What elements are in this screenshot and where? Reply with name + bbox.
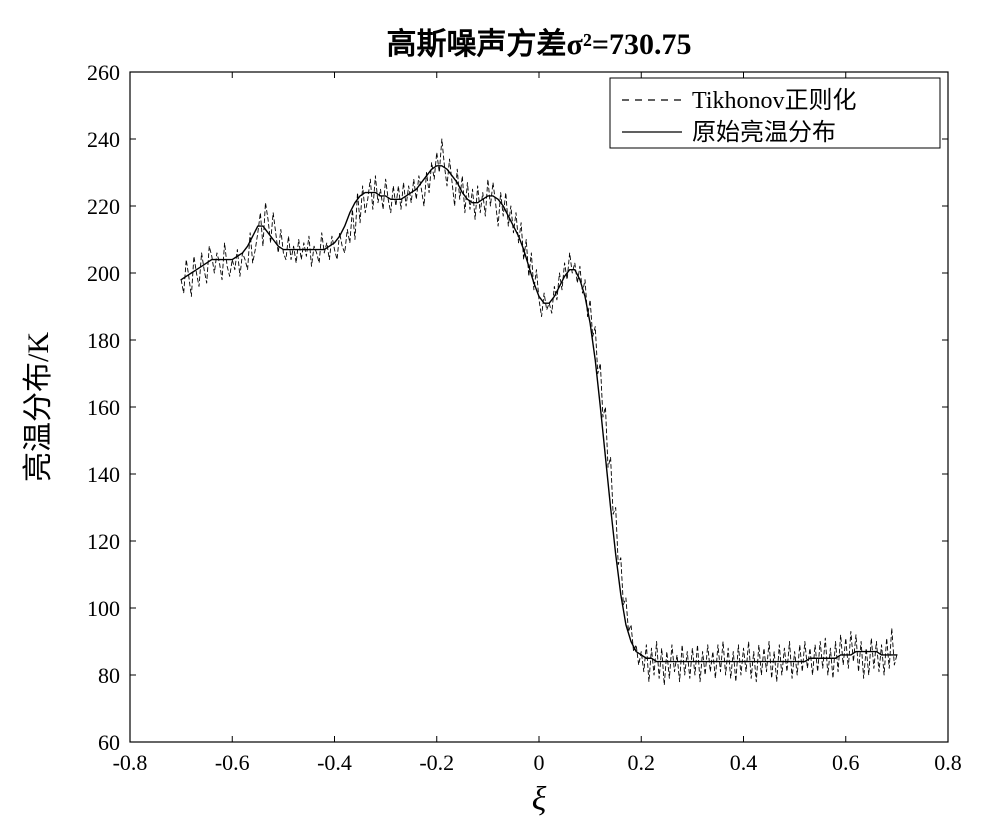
y-tick-label: 240 — [87, 127, 120, 152]
x-tick-label: 0.4 — [730, 750, 758, 775]
y-tick-label: 180 — [87, 328, 120, 353]
x-tick-label: -0.2 — [419, 750, 454, 775]
y-tick-label: 160 — [87, 395, 120, 420]
chart-title: 高斯噪声方差σ²=730.75 — [387, 27, 692, 61]
x-tick-label: 0.8 — [934, 750, 962, 775]
series-noisy — [181, 139, 897, 685]
y-tick-label: 220 — [87, 194, 120, 219]
y-tick-label: 200 — [87, 261, 120, 286]
y-tick-label: 260 — [87, 60, 120, 85]
x-tick-label: -0.6 — [215, 750, 250, 775]
x-axis-label: ξ — [532, 781, 547, 818]
chart-svg: -0.8-0.6-0.4-0.200.20.40.60.860801001201… — [0, 0, 1000, 827]
y-axis-label: 亮温分布/K — [22, 332, 55, 482]
legend-label-1: 原始亮温分布 — [692, 119, 836, 146]
x-tick-label: 0.6 — [832, 750, 860, 775]
x-tick-label: 0.2 — [628, 750, 656, 775]
x-tick-label: -0.4 — [317, 750, 352, 775]
legend-label-0: Tikhonov正则化 — [692, 87, 856, 114]
y-tick-label: 120 — [87, 529, 120, 554]
y-tick-label: 140 — [87, 462, 120, 487]
y-tick-label: 100 — [87, 596, 120, 621]
axes-box — [130, 72, 948, 742]
x-tick-label: 0 — [534, 750, 545, 775]
chart-figure: -0.8-0.6-0.4-0.200.20.40.60.860801001201… — [0, 0, 1000, 827]
y-tick-label: 80 — [98, 663, 120, 688]
y-tick-label: 60 — [98, 730, 120, 755]
plot-data-group — [181, 139, 897, 685]
